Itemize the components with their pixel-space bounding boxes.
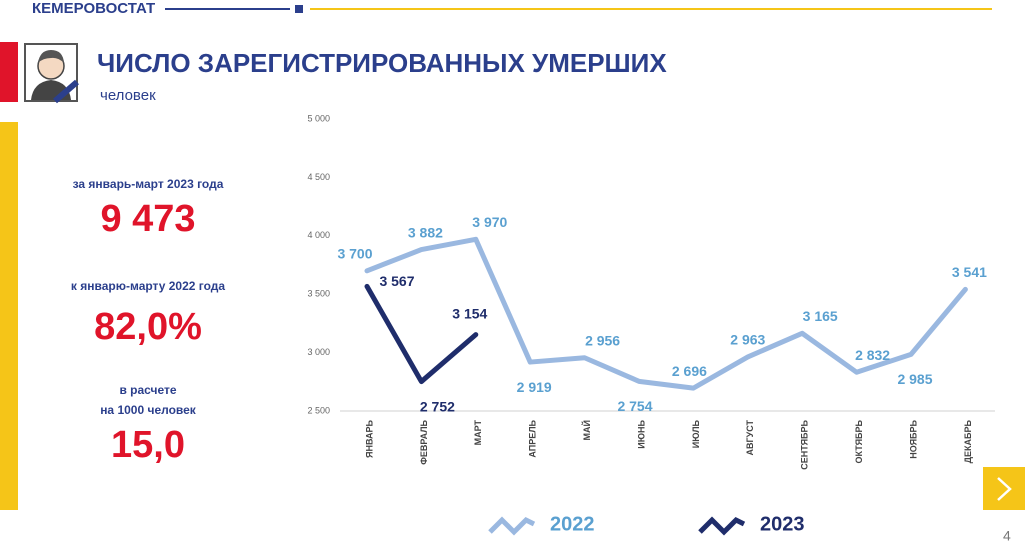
next-button[interactable] — [983, 467, 1025, 510]
yellow-bar — [0, 122, 18, 510]
org-name: КЕМЕРОВОСТАТ — [32, 0, 155, 17]
page-number: 4 — [1003, 528, 1011, 544]
data-label: 2 963 — [730, 332, 765, 348]
x-tick-label: СЕНТЯБРЬ — [800, 419, 810, 469]
data-label: 2 985 — [897, 371, 932, 387]
header-square — [295, 5, 303, 13]
data-label: 3 567 — [379, 273, 414, 289]
stat-value: 82,0% — [94, 306, 202, 348]
x-tick-label: ОКТЯБРЬ — [854, 419, 864, 463]
y-tick-label: 4 000 — [307, 230, 330, 240]
x-tick-label: АПРЕЛЬ — [528, 419, 538, 457]
x-tick-label: ЯНВАРЬ — [364, 419, 374, 458]
x-tick-label: ИЮНЬ — [636, 419, 646, 448]
y-tick-label: 4 500 — [307, 172, 330, 182]
stat-value: 15,0 — [111, 424, 185, 466]
title: ЧИСЛО ЗАРЕГИСТРИРОВАННЫХ УМЕРШИХ — [97, 48, 667, 78]
stat-label: в расчете — [119, 383, 176, 397]
data-label: 2 919 — [517, 379, 552, 395]
legend-label: 2023 — [760, 513, 805, 535]
y-tick-label: 5 000 — [307, 113, 330, 123]
series-line — [364, 283, 479, 385]
x-tick-label: АВГУСТ — [745, 420, 755, 456]
y-tick-label: 3 500 — [307, 289, 330, 299]
stat-value: 9 473 — [100, 198, 195, 240]
next-arrow — [997, 477, 1012, 501]
legend-label: 2022 — [550, 513, 595, 535]
x-tick-label: НОЯБРЬ — [908, 419, 918, 458]
x-tick-label: ИЮЛЬ — [691, 419, 701, 448]
data-label: 3 541 — [952, 264, 987, 280]
legend-icon — [698, 516, 746, 536]
red-bar — [0, 42, 18, 102]
series-line — [364, 236, 968, 391]
stat-label: на 1000 человек — [100, 403, 197, 417]
x-tick-label: МАЙ — [581, 420, 592, 440]
x-tick-label: ДЕКАБРЬ — [963, 419, 973, 463]
data-label: 2 752 — [420, 398, 455, 414]
data-label: 3 165 — [803, 308, 838, 324]
legend-icon — [488, 516, 536, 536]
data-label: 3 154 — [452, 305, 487, 321]
data-label: 2 832 — [855, 347, 890, 363]
data-label: 3 700 — [337, 246, 372, 262]
data-label: 3 970 — [472, 214, 507, 230]
x-tick-label: МАРТ — [473, 420, 483, 446]
x-tick-label: ФЕВРАЛЬ — [419, 419, 429, 464]
avatar-icon — [24, 43, 79, 104]
data-label: 3 882 — [408, 224, 443, 240]
y-tick-label: 3 000 — [307, 347, 330, 357]
stat-label: к январю-марту 2022 года — [71, 279, 225, 293]
y-tick-label: 2 500 — [307, 405, 330, 415]
data-label: 2 696 — [672, 363, 707, 379]
data-label: 2 956 — [585, 332, 620, 348]
data-label: 2 754 — [617, 398, 652, 414]
stat-label: за январь-март 2023 года — [73, 177, 224, 191]
subtitle: человек — [100, 87, 156, 104]
